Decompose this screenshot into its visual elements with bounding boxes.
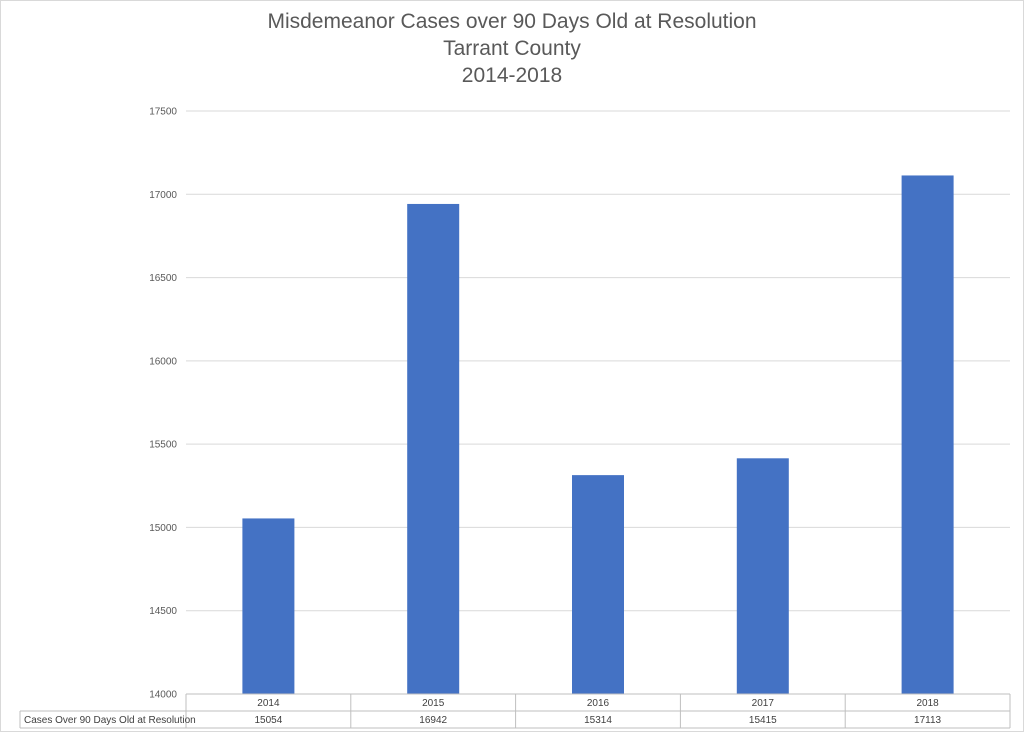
x-category-label: 2016 xyxy=(587,698,610,709)
bar xyxy=(242,518,295,694)
y-tick-label: 15000 xyxy=(149,523,177,534)
bar xyxy=(736,458,789,694)
x-category-label: 2018 xyxy=(916,698,939,709)
y-tick-label: 15500 xyxy=(149,440,177,451)
y-tick-label: 14000 xyxy=(149,690,177,701)
y-tick-label: 16000 xyxy=(149,356,177,367)
chart-title-line-2: Tarrant County xyxy=(443,37,581,60)
y-tick-label: 17500 xyxy=(149,107,177,118)
chart-title-line-3: 2014-2018 xyxy=(461,64,563,87)
data-value-label: 15415 xyxy=(749,715,777,726)
bar xyxy=(572,475,624,694)
chart-title-line-1: Misdemeanor Cases over 90 Days Old at Re… xyxy=(267,10,757,33)
data-value-label: 15314 xyxy=(584,715,612,726)
y-tick-label: 14500 xyxy=(149,606,177,617)
bar xyxy=(407,203,460,695)
y-tick-label: 16500 xyxy=(149,273,177,284)
x-category-label: 2017 xyxy=(752,698,775,709)
data-value-label: 15054 xyxy=(254,715,282,726)
chart-title: Misdemeanor Cases over 90 Days Old at Re… xyxy=(0,8,1024,89)
series-name-label: Cases Over 90 Days Old at Resolution xyxy=(24,715,196,726)
x-category-label: 2015 xyxy=(422,698,445,709)
y-tick-label: 17000 xyxy=(149,190,177,201)
data-value-label: 16942 xyxy=(419,715,447,726)
x-category-label: 2014 xyxy=(257,698,280,709)
data-value-label: 17113 xyxy=(914,715,942,726)
bar xyxy=(901,175,954,695)
